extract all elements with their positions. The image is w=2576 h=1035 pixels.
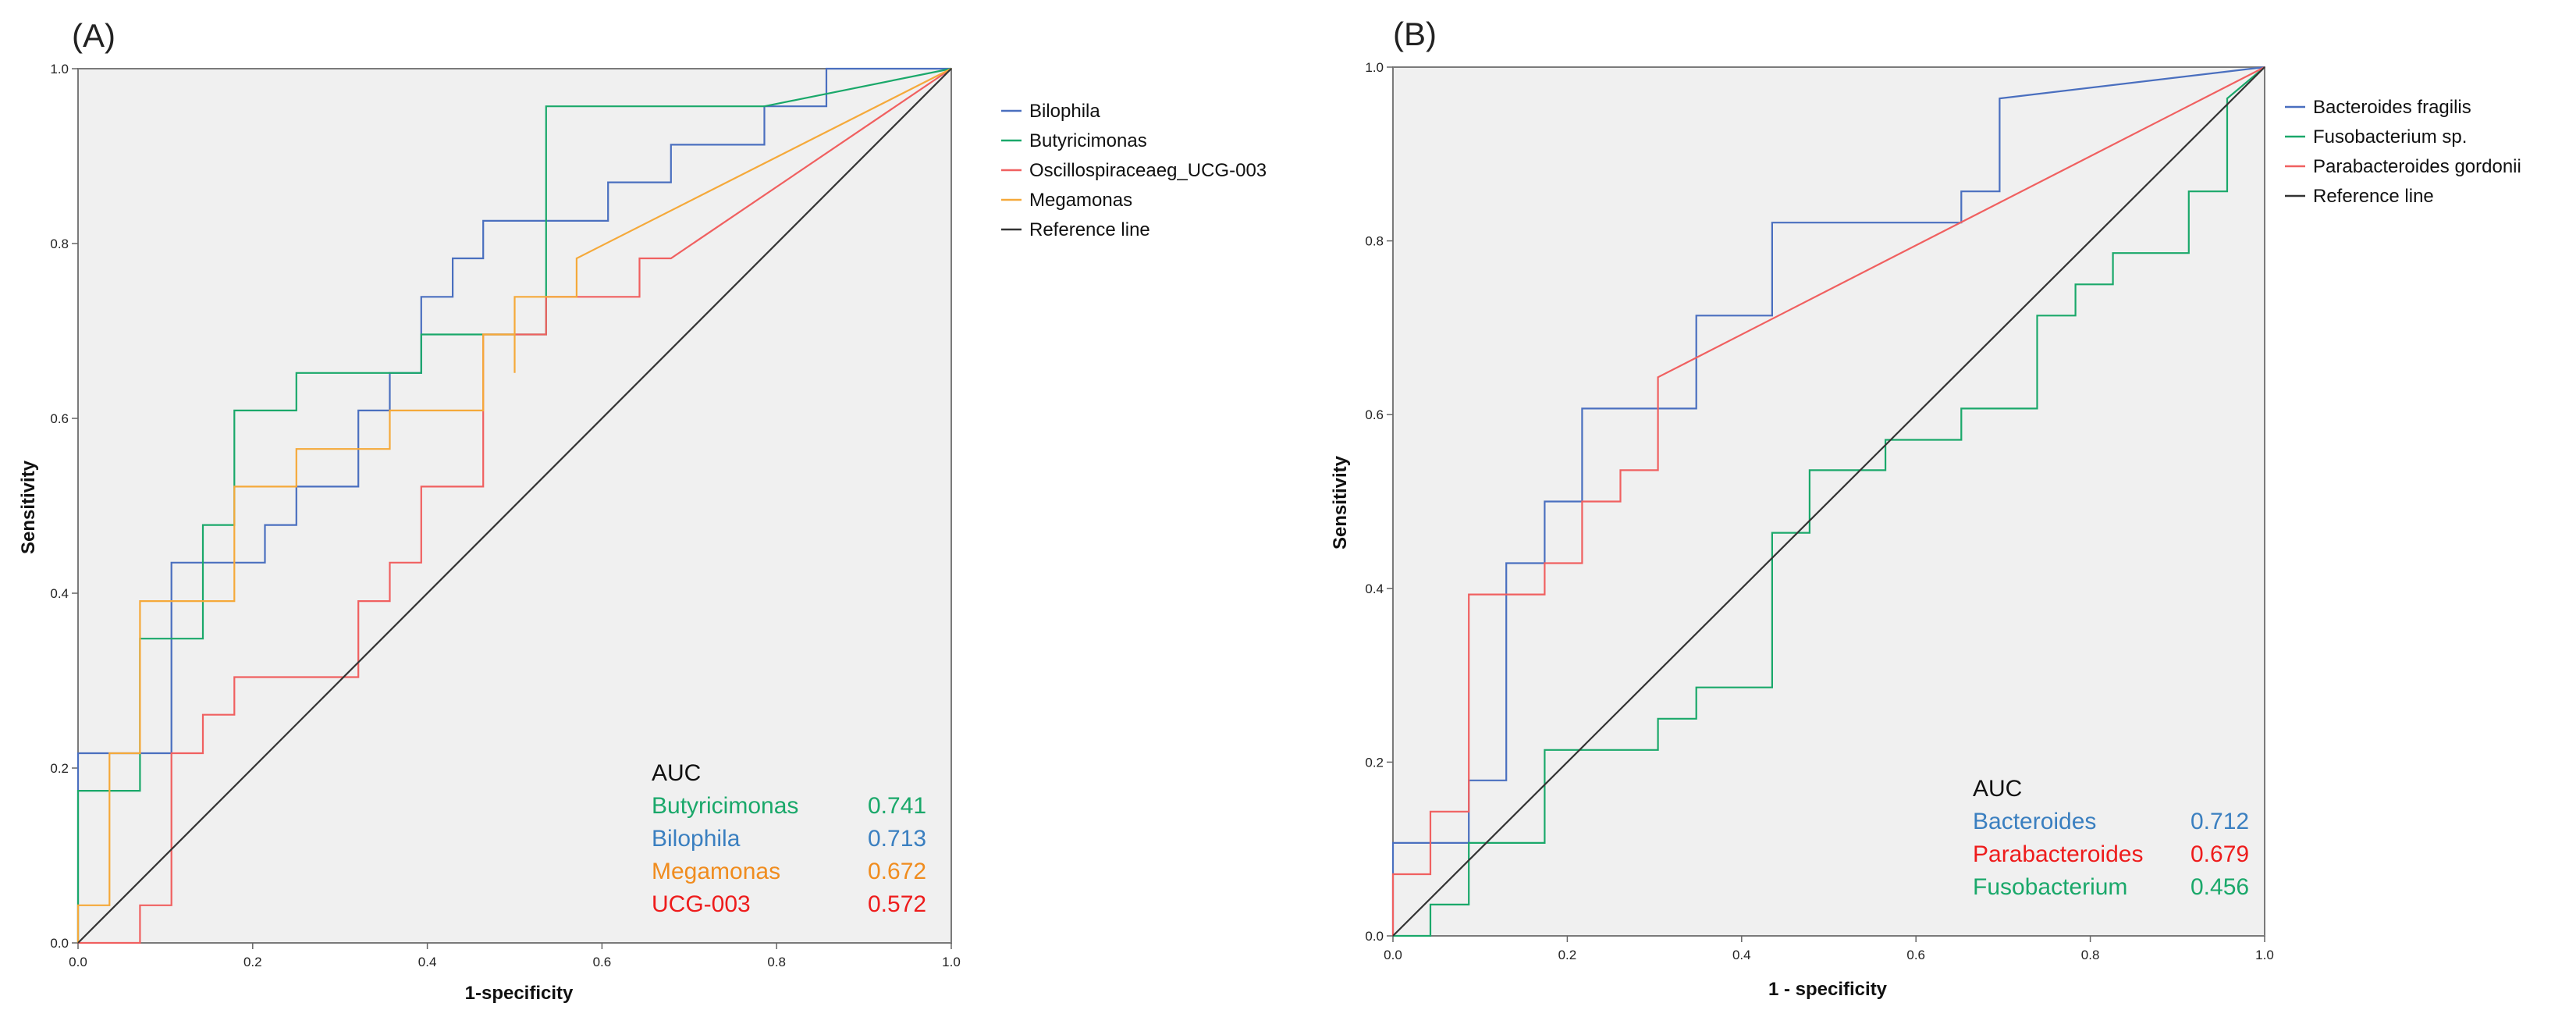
legend-label-parabacteroides-gordonii: Parabacteroides gordonii xyxy=(2313,156,2521,177)
auc-value-parabacteroides: 0.679 xyxy=(2190,841,2249,867)
x-tick-label-b-4: 0.8 xyxy=(2081,948,2100,962)
auc-value-bilophila: 0.713 xyxy=(868,826,926,852)
y-tick-label-a-1: 0.2 xyxy=(50,761,69,776)
panel-b: (B) 1 - specificity Sensitivity 0.0 0.2 0.… xyxy=(1330,16,2521,1000)
auc-value-fusobacterium: 0.456 xyxy=(2190,874,2249,900)
y-tick-label-a-0: 0.0 xyxy=(50,936,69,951)
y-tick-label-b-2: 0.4 xyxy=(1365,582,1384,596)
legend-label-fusobacterium-sp: Fusobacterium sp. xyxy=(2313,126,2467,148)
y-tick-label-b-5: 1.0 xyxy=(1365,60,1384,75)
x-tick-label-a-4: 0.8 xyxy=(767,955,786,969)
auc-value-ucg-003: 0.572 xyxy=(868,891,926,917)
legend-label-bilophila: Bilophila xyxy=(1029,101,1100,122)
auc-header-a: AUC xyxy=(652,760,701,786)
y-tick-label-a-2: 0.4 xyxy=(50,586,69,601)
roc-curve-reference-line xyxy=(1392,66,2265,937)
y-tick-label-b-0: 0.0 xyxy=(1365,929,1384,944)
legend-label-megamonas: Megamonas xyxy=(1029,190,1132,211)
auc-label-megamonas: Megamonas xyxy=(652,859,780,884)
x-tick-label-b-5: 1.0 xyxy=(2255,948,2274,962)
auc-label-fusobacterium: Fusobacterium xyxy=(1973,874,2127,900)
auc-label-bacteroides: Bacteroides xyxy=(1973,809,2096,834)
auc-header-b: AUC xyxy=(1973,776,2022,802)
roc-curve-parabacteroides-gordonii xyxy=(1391,66,2265,936)
panel-label-b: (B) xyxy=(1393,16,1437,52)
x-tick-label-b-2: 0.4 xyxy=(1732,948,1751,962)
x-tick-label-b-3: 0.6 xyxy=(1906,948,1925,962)
x-tick-label-a-0: 0.0 xyxy=(69,955,87,969)
legend-label-reference-line: Reference line xyxy=(2313,186,2434,207)
roc-curve-fusobacterium-sp xyxy=(1393,66,2265,937)
y-tick-label-b-4: 0.8 xyxy=(1365,234,1384,249)
y-tick-label-a-4: 0.8 xyxy=(50,237,69,251)
panel-label-a: (A) xyxy=(72,17,115,54)
legend-label-bacteroides-fragilis: Bacteroides fragilis xyxy=(2313,97,2471,118)
y-tick-label-a-3: 0.6 xyxy=(50,411,69,426)
legend-label-reference-line: Reference line xyxy=(1029,219,1150,240)
y-tick-label-a-5: 1.0 xyxy=(50,62,69,76)
auc-label-butyricimonas: Butyricimonas xyxy=(652,793,798,819)
y-axis-label-b: Sensitivity xyxy=(1330,455,1351,550)
y-tick-label-b-1: 0.2 xyxy=(1365,755,1384,770)
x-tick-label-a-3: 0.6 xyxy=(593,955,612,969)
y-tick-label-b-3: 0.6 xyxy=(1365,407,1384,422)
roc-curve-bilophila xyxy=(76,67,951,943)
legend-label-butyricimonas: Butyricimonas xyxy=(1029,130,1147,151)
panel-a: (A) 1-specificity Sensitivity 0.0 0.2 0.4 0… xyxy=(18,17,1267,1004)
auc-label-bilophila: Bilophila xyxy=(652,826,741,852)
roc-curve-megamonas xyxy=(76,68,952,943)
x-tick-label-b-0: 0.0 xyxy=(1384,948,1402,962)
x-tick-label-b-1: 0.2 xyxy=(1558,948,1577,962)
auc-value-megamonas: 0.672 xyxy=(868,859,926,884)
x-axis-label-b: 1 - specificity xyxy=(1768,979,1888,1000)
y-axis-label-a: Sensitivity xyxy=(18,460,39,554)
x-axis-label-a: 1-specificity xyxy=(465,983,574,1004)
auc-value-bacteroides: 0.712 xyxy=(2190,809,2249,834)
auc-label-ucg-003: UCG-003 xyxy=(652,891,751,917)
x-tick-label-a-5: 1.0 xyxy=(942,955,961,969)
auc-label-parabacteroides: Parabacteroides xyxy=(1973,841,2143,867)
legend-label-oscillospiraceaeg-ucg-003: Oscillospiraceaeg_UCG-003 xyxy=(1029,160,1267,181)
roc-curve-reference-line xyxy=(77,68,952,944)
x-tick-label-a-2: 0.4 xyxy=(418,955,437,969)
x-tick-label-a-1: 0.2 xyxy=(243,955,262,969)
auc-value-butyricimonas: 0.741 xyxy=(868,793,926,819)
